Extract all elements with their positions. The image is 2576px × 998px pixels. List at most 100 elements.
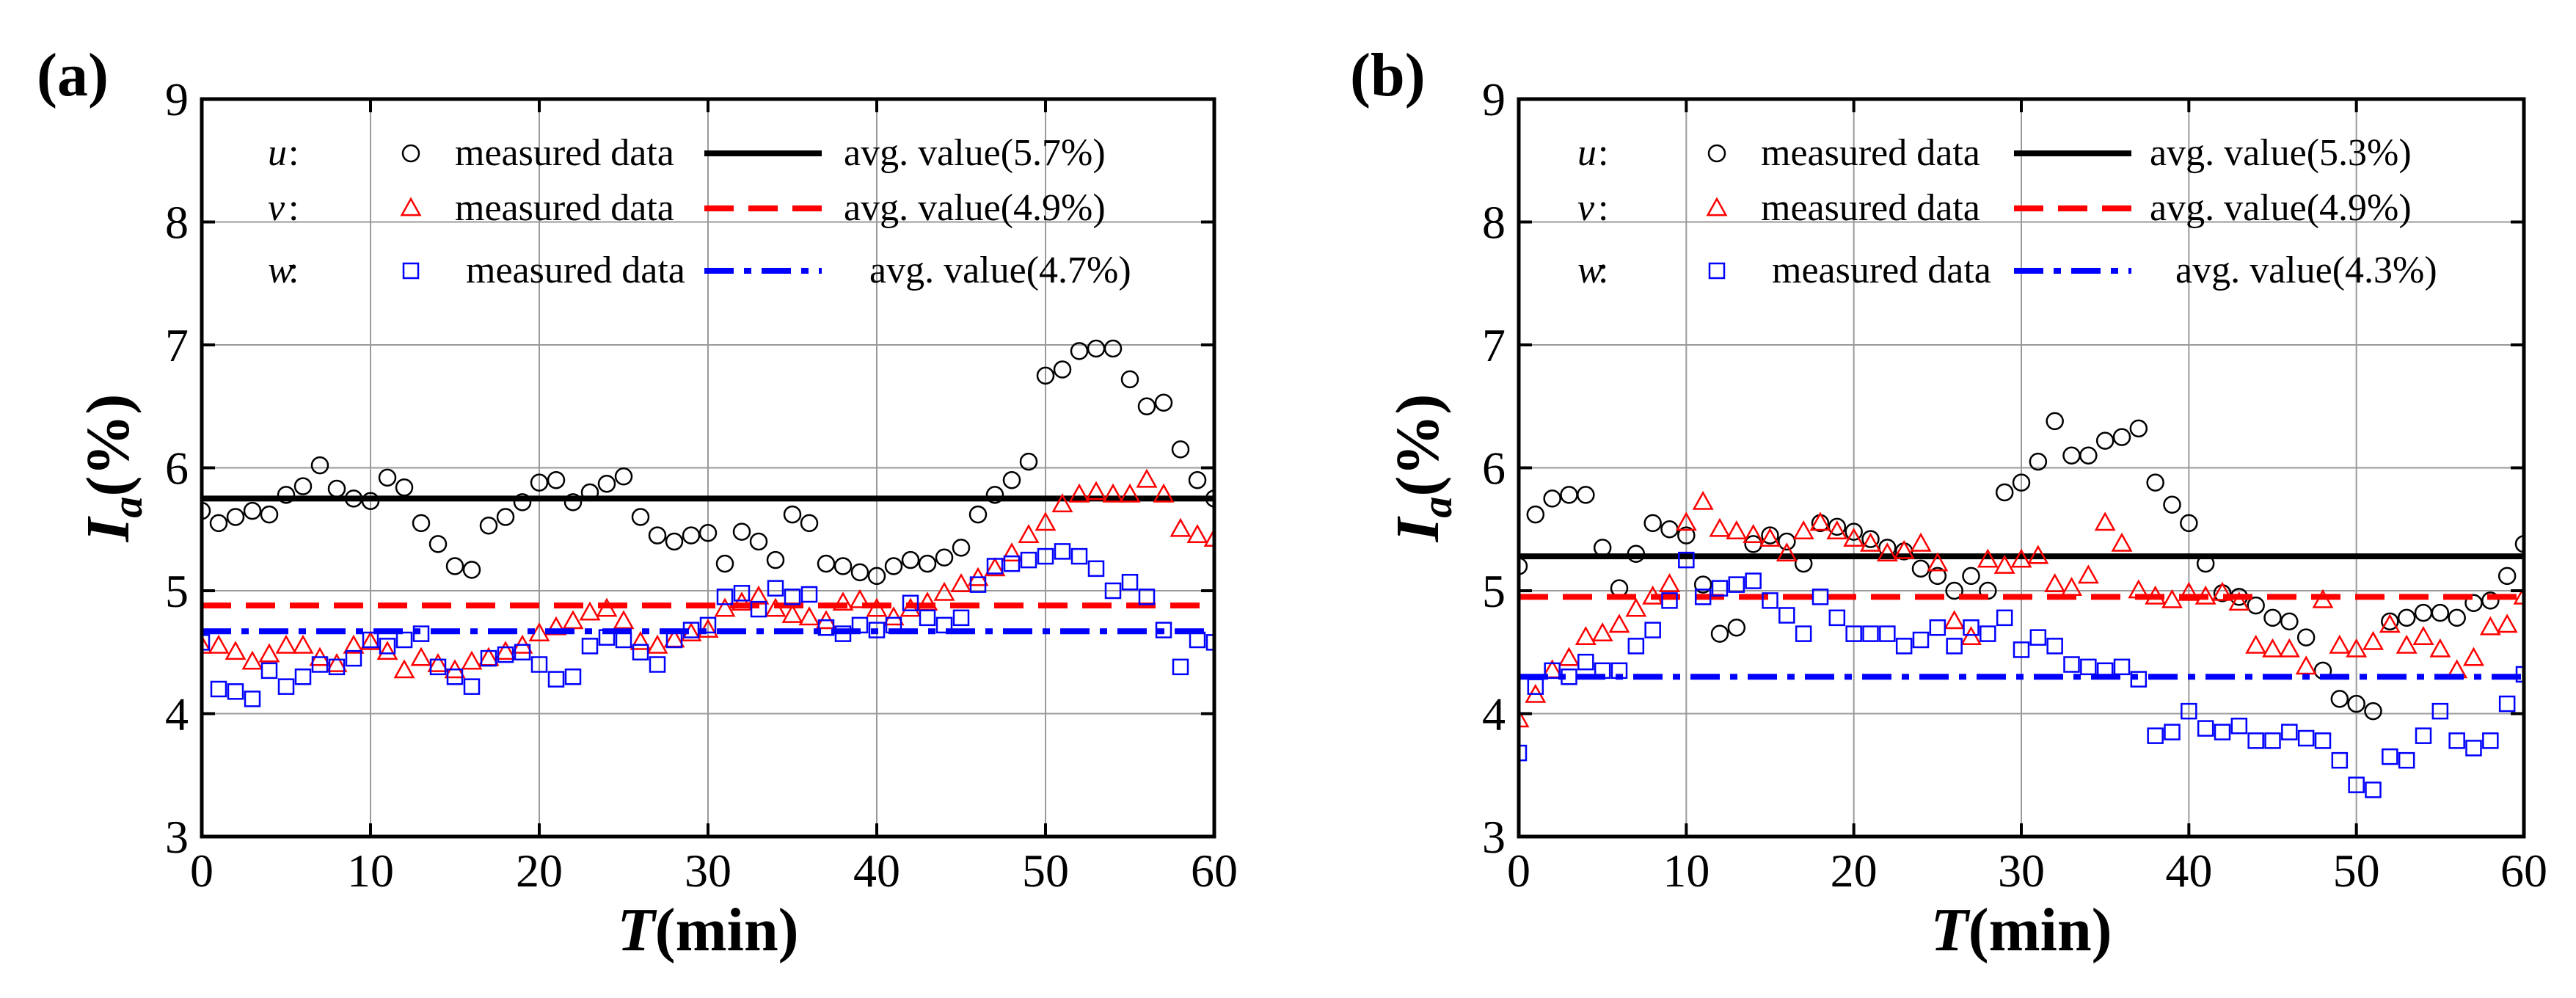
point-w [2382, 748, 2398, 765]
point-w [1054, 543, 1071, 560]
point-w [1929, 619, 1946, 636]
point-v [1035, 511, 1057, 531]
point-u [1036, 366, 1055, 385]
point-u [2095, 431, 2115, 450]
point-u [749, 532, 768, 551]
point-v [933, 581, 955, 601]
point-u [614, 467, 633, 486]
legend-component-v: v [268, 187, 285, 229]
point-u [2497, 567, 2517, 586]
point-w [2415, 727, 2432, 744]
legend-component-w: w [1577, 249, 1603, 291]
point-w [395, 631, 413, 649]
point-w [1895, 638, 1913, 655]
point-v [1102, 483, 1124, 503]
point-u [884, 557, 903, 575]
point-v [1085, 481, 1107, 500]
point-w [1879, 625, 1896, 642]
point-v [2178, 581, 2200, 601]
point-u [2514, 535, 2524, 553]
point-v [2128, 579, 2150, 599]
point-v [2312, 589, 2334, 608]
point-v [2329, 634, 2351, 654]
x-axis-label-main: T [617, 896, 657, 964]
legend-marker-v [400, 197, 422, 216]
point-u [935, 548, 954, 567]
point-v [1608, 613, 1630, 633]
point-w [1037, 547, 1054, 565]
point-w [851, 616, 869, 634]
legend-marker-label: measured data [466, 249, 685, 291]
point-v [2513, 585, 2524, 605]
point-v [1625, 597, 1647, 617]
point-v [1726, 520, 1748, 539]
x-tick-label: 50 [2333, 845, 2380, 897]
y-axis-label-main: I [74, 515, 142, 542]
point-v [1001, 542, 1023, 562]
point-w [463, 678, 481, 695]
x-tick-label: 40 [2165, 845, 2212, 897]
y-axis-label-main: I [1384, 515, 1452, 542]
point-v [427, 652, 449, 672]
point-u [1070, 342, 1089, 360]
point-u [1727, 619, 1746, 637]
legend-component-v: v [1577, 187, 1595, 229]
point-w [1087, 560, 1105, 578]
point-w [244, 691, 261, 707]
point-v [2010, 548, 2032, 568]
point-w [1946, 638, 1963, 655]
point-w [1694, 589, 1712, 605]
point-w [480, 649, 497, 667]
point-u [1593, 539, 1612, 557]
x-axis-label: T(min) [617, 896, 798, 964]
point-u [209, 514, 228, 533]
point-w [834, 625, 852, 642]
y-axis-label-unit: (%) [74, 394, 142, 497]
point-v [2412, 626, 2434, 645]
point-w [902, 594, 919, 611]
point-w [1996, 609, 2013, 627]
point-w [2063, 656, 2080, 673]
point-u [2280, 612, 2299, 631]
point-u [918, 554, 937, 573]
point-u [1878, 539, 1897, 557]
point-v [1960, 626, 1982, 645]
point-v [1843, 528, 1865, 547]
point-w [817, 619, 835, 636]
point-w [345, 649, 362, 667]
y-axis-label: Ia(%) [1384, 394, 1461, 543]
point-u [597, 475, 616, 493]
point-v [1977, 548, 1999, 568]
point-u [1188, 471, 1207, 489]
point-u [1627, 544, 1646, 563]
point-w [1070, 547, 1088, 565]
y-tick-label: 5 [165, 565, 189, 617]
point-w [784, 589, 801, 605]
point-w [1527, 678, 1544, 695]
point-v [2496, 613, 2518, 633]
point-v [1910, 532, 1932, 552]
point-v [1826, 520, 1848, 539]
point-v [1051, 493, 1073, 513]
point-w [311, 656, 329, 673]
point-u [1103, 339, 1123, 358]
point-v [258, 643, 280, 663]
y-tick-label: 4 [1482, 688, 1506, 740]
point-w [1795, 625, 1812, 642]
point-w [2029, 629, 2047, 646]
point-u [344, 489, 363, 508]
y-tick-label: 4 [165, 688, 189, 740]
x-tick-label: 20 [1831, 845, 1878, 897]
point-u [2481, 591, 2500, 610]
y-tick-label: 3 [1482, 811, 1506, 863]
y-tick-label: 8 [1482, 197, 1506, 249]
point-w [682, 622, 700, 638]
y-tick-label: 6 [165, 442, 189, 495]
point-w [2365, 782, 2382, 798]
point-u [1677, 526, 1696, 544]
legend-avg-label: avg. value(5.3%) [2150, 132, 2412, 174]
point-w [581, 638, 599, 655]
point-w [2398, 751, 2415, 769]
point-w [919, 609, 936, 627]
point-w [2264, 732, 2281, 749]
